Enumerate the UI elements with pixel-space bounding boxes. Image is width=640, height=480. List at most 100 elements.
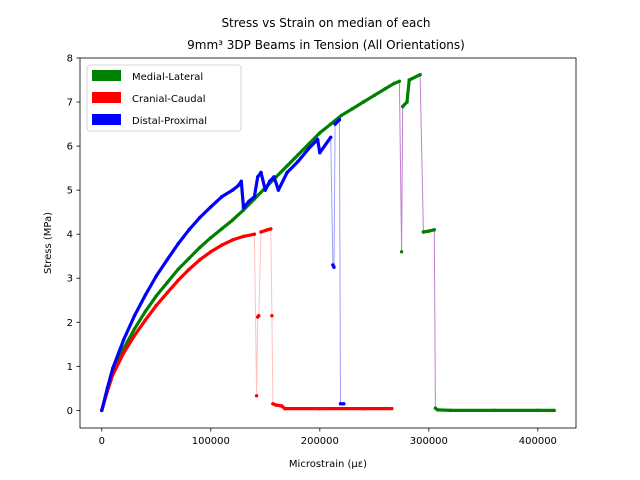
series-1-point <box>552 408 556 413</box>
series-2-point <box>176 278 180 283</box>
series-3-point <box>111 366 115 371</box>
legend-label-3: Distal-Proximal <box>132 116 207 127</box>
series-1-point <box>176 267 180 272</box>
series-1-point <box>435 408 440 412</box>
series-2-point <box>154 303 158 308</box>
series-1-point <box>421 230 426 234</box>
series-1-segment <box>165 267 180 285</box>
series-1-point <box>154 294 158 298</box>
series-2-segment <box>198 250 213 262</box>
y-tick-label: 1 <box>67 362 73 373</box>
series-1-point <box>143 309 148 313</box>
series-1-segment <box>372 87 387 98</box>
series-1-point <box>361 100 366 104</box>
series-3-segment <box>111 338 126 371</box>
y-tick-label: 6 <box>67 142 73 153</box>
series-1-point <box>427 229 431 233</box>
series-1-point <box>432 228 436 232</box>
series-3-point <box>247 199 251 203</box>
series-2-segment <box>241 232 256 238</box>
series-3-point <box>332 265 336 269</box>
series-3-point <box>239 179 243 183</box>
series-1-segment <box>285 153 300 168</box>
series-2-point <box>121 351 126 355</box>
series-3-point <box>268 179 272 183</box>
y-tick-label: 8 <box>67 54 73 65</box>
series-1-point <box>307 142 311 146</box>
series-2-point <box>165 291 169 295</box>
series-2-segment <box>121 333 137 355</box>
series-1-point <box>198 245 202 250</box>
series-3-point <box>307 146 311 150</box>
legend-label-2: Cranial-Caudal <box>132 94 206 105</box>
series-2-segment <box>143 303 158 322</box>
series-1-point <box>296 153 300 157</box>
series-3-segment <box>176 228 191 246</box>
legend-swatch-1 <box>92 70 121 81</box>
series-3-segment <box>132 293 147 318</box>
series-1-segment <box>340 107 355 117</box>
x-tick-label: 400000 <box>519 436 557 447</box>
series-1-point <box>492 408 496 413</box>
series-3-segment <box>187 215 202 232</box>
series-1-point <box>339 113 344 118</box>
series-2-point <box>269 227 273 231</box>
series-2-point <box>270 314 274 318</box>
series-1-point <box>187 256 191 261</box>
series-3-point <box>154 274 158 278</box>
series-3-point <box>220 195 224 199</box>
series-3-segment <box>143 274 158 297</box>
series-2-segment <box>209 243 224 254</box>
series-3-point <box>318 151 322 155</box>
series-1-point <box>230 218 235 222</box>
series-3-point <box>105 386 110 391</box>
series-3-segment <box>252 175 260 199</box>
legend-swatch-2 <box>92 92 121 103</box>
series-1-segment <box>209 227 224 240</box>
y-tick-label: 4 <box>67 230 73 241</box>
series-3-point <box>252 195 257 199</box>
series-1-segment <box>241 197 256 212</box>
series-1-segment <box>318 122 333 135</box>
series-3-segment <box>165 242 180 262</box>
series-3-segment <box>121 314 137 342</box>
series-3-point <box>256 175 260 179</box>
series-1-point <box>350 107 355 111</box>
series-1-segment <box>132 309 147 331</box>
y-axis-label: Stress (MPa) <box>43 212 54 274</box>
chart-title-line-2: 9mm³ 3DP Beams in Tension (All Orientati… <box>187 38 465 52</box>
series-2-segment <box>187 258 202 271</box>
series-3-point <box>209 205 213 209</box>
series-3-point <box>198 215 202 220</box>
y-tick-label: 3 <box>67 274 73 285</box>
series-3-point <box>315 137 320 142</box>
series-3-point <box>285 170 289 175</box>
series-3-segment <box>105 366 115 390</box>
series-3-point <box>143 293 148 297</box>
series-3-point <box>276 188 281 192</box>
series-3-point <box>259 170 263 175</box>
series-3-point <box>329 135 333 139</box>
series-1-point <box>401 104 405 109</box>
series-3-segment <box>220 188 235 199</box>
series-2-point <box>274 403 278 407</box>
series-1-point <box>399 250 404 254</box>
series-1-point <box>372 93 376 98</box>
series-3-segment <box>259 170 267 192</box>
series-1-point <box>407 78 411 82</box>
series-3-point <box>337 118 342 122</box>
series-2-point <box>241 234 246 239</box>
series-1-point <box>448 408 453 413</box>
series-2-point <box>280 404 284 408</box>
series-1-point <box>405 100 409 104</box>
series-3-segment <box>154 258 169 278</box>
series-2-point <box>283 406 287 411</box>
series-1-point <box>132 327 137 331</box>
series-2-point <box>361 406 366 411</box>
series-3-point <box>121 338 126 342</box>
chart-title-line-1: Stress vs Strain on median of each <box>221 16 430 30</box>
series-3-point <box>132 314 137 318</box>
series-2-point <box>259 230 263 234</box>
y-tick-label: 2 <box>67 318 73 329</box>
